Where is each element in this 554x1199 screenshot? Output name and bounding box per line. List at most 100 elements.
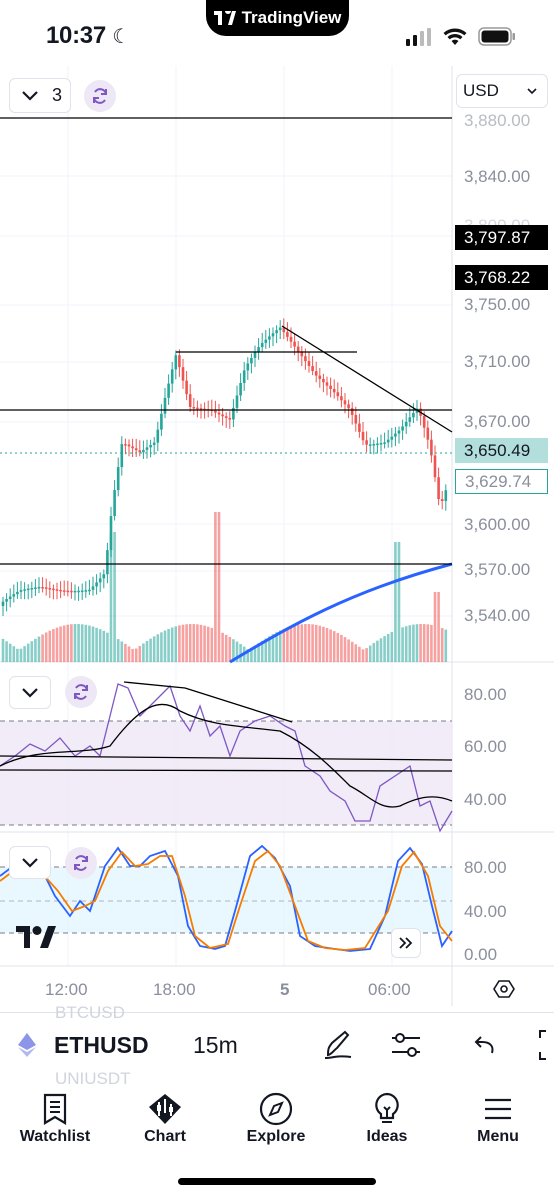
currency-select[interactable]: USD — [456, 74, 548, 108]
scroll-to-realtime-button[interactable] — [391, 928, 421, 958]
candle-body — [217, 412, 221, 415]
volume-bar — [113, 532, 116, 662]
volume-bar — [1, 638, 5, 662]
candle-body — [408, 417, 412, 422]
volume-bar — [62, 625, 66, 662]
sync-icon — [74, 855, 88, 871]
chart-canvas[interactable] — [0, 66, 554, 1010]
rsi-sync-button[interactable] — [65, 676, 97, 708]
tab-menu[interactable]: Menu — [443, 1090, 553, 1146]
volume-bar — [286, 627, 289, 662]
chart-settings-icon[interactable] — [492, 977, 516, 1001]
prev-close-tag: 3,629.74 — [455, 469, 548, 494]
volume-bar — [282, 628, 286, 662]
rsi-collapse-button[interactable] — [9, 676, 51, 709]
volume-bar — [300, 624, 304, 662]
volume-bar — [134, 648, 138, 662]
volume-bar — [307, 624, 311, 662]
watchlist-icon — [43, 1093, 67, 1125]
candle-body — [5, 599, 8, 602]
candle-body — [1, 601, 5, 606]
sync-button[interactable] — [84, 80, 116, 112]
tab-chart[interactable]: Chart — [110, 1090, 220, 1146]
candle-body — [116, 467, 120, 491]
candle-body — [113, 490, 116, 517]
volume-bar — [412, 624, 415, 662]
volume-bar — [160, 632, 163, 662]
rsi-signal-line — [0, 703, 453, 808]
stoch-axis-label: 0.00 — [464, 945, 498, 964]
volume-bar — [188, 624, 192, 662]
undo-icon[interactable] — [472, 1033, 500, 1057]
volume-bar — [318, 625, 322, 662]
candle-body — [390, 436, 394, 440]
ghost-symbol-above: BTCUSD — [55, 1003, 125, 1022]
candle-body — [77, 590, 80, 593]
volume-bar — [361, 649, 365, 662]
tab-watchlist[interactable]: Watchlist — [0, 1090, 110, 1146]
volume-bar — [95, 627, 98, 662]
candle-body — [192, 406, 196, 409]
stoch-sync-button[interactable] — [65, 847, 97, 879]
volume-bar — [59, 626, 62, 662]
currency-value: USD — [463, 81, 499, 100]
chevron-down-icon — [22, 687, 38, 698]
ethereum-icon — [18, 1033, 36, 1057]
volume-bar — [206, 626, 210, 662]
rsi-axis-label: 60.00 — [464, 737, 507, 756]
volume-bar — [253, 645, 257, 662]
candle-body — [41, 587, 44, 589]
candle-body — [152, 442, 156, 445]
volume-bar — [120, 641, 124, 662]
volume-bar — [8, 643, 12, 662]
volume-bar — [376, 640, 379, 662]
tab-explore[interactable]: Explore — [221, 1090, 331, 1146]
candle-body — [98, 578, 102, 583]
volume-bar — [55, 627, 59, 662]
candle-body — [314, 371, 318, 376]
volume-bar — [415, 624, 419, 662]
fullscreen-icon[interactable] — [536, 1029, 554, 1061]
candle-body — [232, 407, 235, 420]
candle-body — [91, 586, 95, 590]
volume-bar — [77, 624, 80, 662]
candle-body — [397, 430, 401, 434]
candle-body — [289, 336, 293, 342]
volume-bar — [322, 626, 325, 662]
volume-bar — [88, 625, 91, 662]
indicators-icon[interactable] — [390, 1031, 422, 1059]
candle-body — [275, 330, 278, 334]
candle-body — [368, 444, 372, 446]
chart-area[interactable]: 3 USD 3,880.00 3,840.00 3,800.00 3,750.0… — [0, 66, 554, 1010]
candle-body — [174, 355, 178, 370]
rsi-band — [0, 721, 452, 825]
volume-bar — [48, 630, 52, 662]
volume-bar — [354, 644, 358, 662]
price-tag: 3,768.22 — [455, 265, 548, 290]
price-tag: 3,797.87 — [455, 225, 548, 250]
candle-body — [358, 423, 361, 432]
tab-ideas[interactable]: Ideas — [332, 1090, 442, 1146]
candle-body — [19, 590, 23, 592]
volume-bar — [433, 592, 437, 662]
drawing-tools-icon[interactable] — [322, 1029, 354, 1061]
volume-bar — [5, 641, 8, 662]
moving-average-line — [229, 562, 453, 664]
interval-select[interactable]: 15m — [193, 1032, 238, 1058]
stoch-collapse-button[interactable] — [9, 846, 51, 879]
sync-icon — [74, 684, 88, 700]
time-axis-label: 12:00 — [45, 980, 88, 999]
volume-bar — [127, 646, 131, 662]
volume-bar — [109, 532, 113, 662]
volume-bar — [365, 648, 368, 662]
candle-body — [84, 590, 88, 592]
symbol-name[interactable]: ETHUSD — [54, 1032, 149, 1058]
volume-bar — [289, 626, 293, 662]
candle-body — [257, 347, 260, 353]
candle-body — [26, 588, 30, 591]
sync-icon — [93, 88, 107, 104]
volume-bar — [170, 627, 174, 662]
volume-bar — [138, 645, 142, 662]
volume-bar — [174, 626, 178, 662]
layout-collapse-button[interactable]: 3 — [9, 78, 71, 113]
